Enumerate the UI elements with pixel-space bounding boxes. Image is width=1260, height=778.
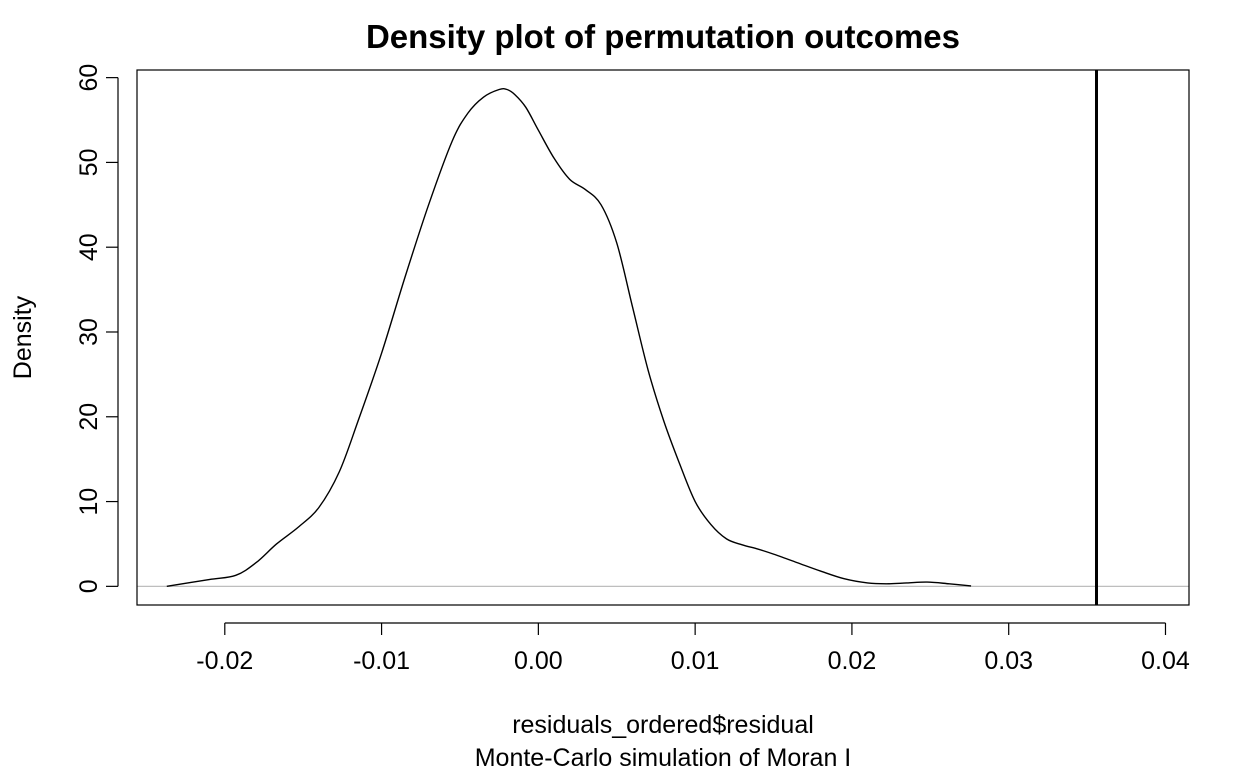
- y-tick-label: 0: [75, 579, 103, 593]
- x-tick-label: 0.03: [984, 647, 1033, 675]
- x-tick-label: 0.01: [671, 647, 720, 675]
- plot-area: [136, 69, 1190, 606]
- y-axis: 0 10 20 30 40 50 60: [75, 64, 119, 593]
- chart-title: Density plot of permutation outcomes: [366, 18, 960, 55]
- y-axis-label: Density: [9, 295, 37, 379]
- y-tick-label: 20: [75, 403, 103, 431]
- x-tick-label: 0.00: [514, 647, 563, 675]
- x-axis-label: residuals_ordered$residual: [512, 711, 814, 739]
- y-tick-label: 30: [75, 318, 103, 346]
- y-tick-label: 10: [75, 488, 103, 516]
- x-axis: -0.02 -0.01 0.00 0.01 0.02 0.03 0.04: [196, 622, 1190, 675]
- y-tick-label: 50: [75, 149, 103, 177]
- x-tick-label: 0.02: [828, 647, 877, 675]
- x-tick-label: 0.04: [1141, 647, 1190, 675]
- density-curve: [166, 88, 972, 588]
- chart-subtitle: Monte-Carlo simulation of Moran I: [475, 744, 852, 772]
- y-tick-label: 60: [75, 64, 103, 92]
- x-tick-label: -0.01: [353, 647, 410, 675]
- y-tick-label: 40: [75, 233, 103, 261]
- plot-frame: [136, 69, 1190, 606]
- x-tick-label: -0.02: [196, 647, 253, 675]
